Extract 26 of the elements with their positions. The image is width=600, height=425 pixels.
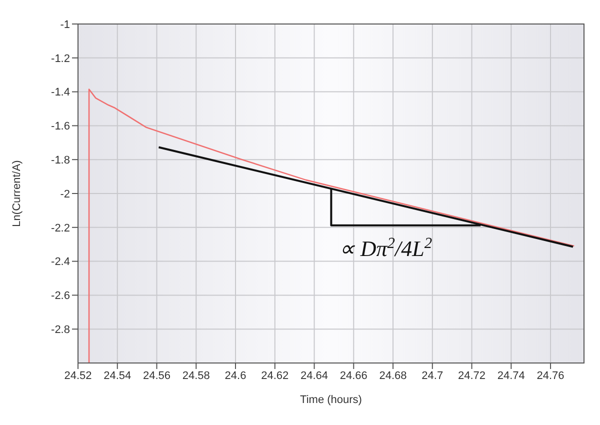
y-axis-title: Ln(Current/A)	[10, 160, 23, 227]
x-tick-label: 24.66	[340, 370, 368, 382]
x-tick-label: 24.72	[458, 370, 486, 382]
x-axis-title: Time (hours)	[300, 394, 362, 406]
y-tick-label: -2.2	[51, 222, 70, 234]
y-tick-label: -2	[60, 188, 70, 200]
x-tick-label: 24.58	[182, 370, 210, 382]
y-tick-label: -1.2	[51, 52, 70, 65]
x-tick-label: 24.6	[224, 370, 246, 382]
x-tick-label: 24.56	[142, 370, 171, 382]
x-tick-label: 24.62	[261, 370, 289, 382]
y-tick-label: -1.4	[51, 86, 70, 99]
y-tick-label: -2.8	[51, 324, 70, 336]
x-tick-label: 24.52	[64, 370, 92, 382]
y-tick-label: -1.8	[51, 154, 70, 167]
x-tick-label: 24.74	[497, 370, 525, 382]
x-tick-label: 24.54	[104, 370, 132, 382]
y-tick-label: -1.6	[51, 120, 70, 133]
x-tick-label: 24.64	[300, 370, 328, 382]
x-tick-label: 24.76	[536, 370, 564, 382]
annotation: ∝ Dπ$^{2}$/4L$^{2}$	[338, 234, 432, 262]
y-tick-label: -2.4	[51, 256, 70, 268]
x-tick-label: 24.7	[422, 370, 444, 382]
y-tick-label: -2.6	[51, 290, 70, 302]
x-tick-label: 24.68	[379, 370, 407, 382]
y-tick-label: -1	[60, 18, 70, 31]
